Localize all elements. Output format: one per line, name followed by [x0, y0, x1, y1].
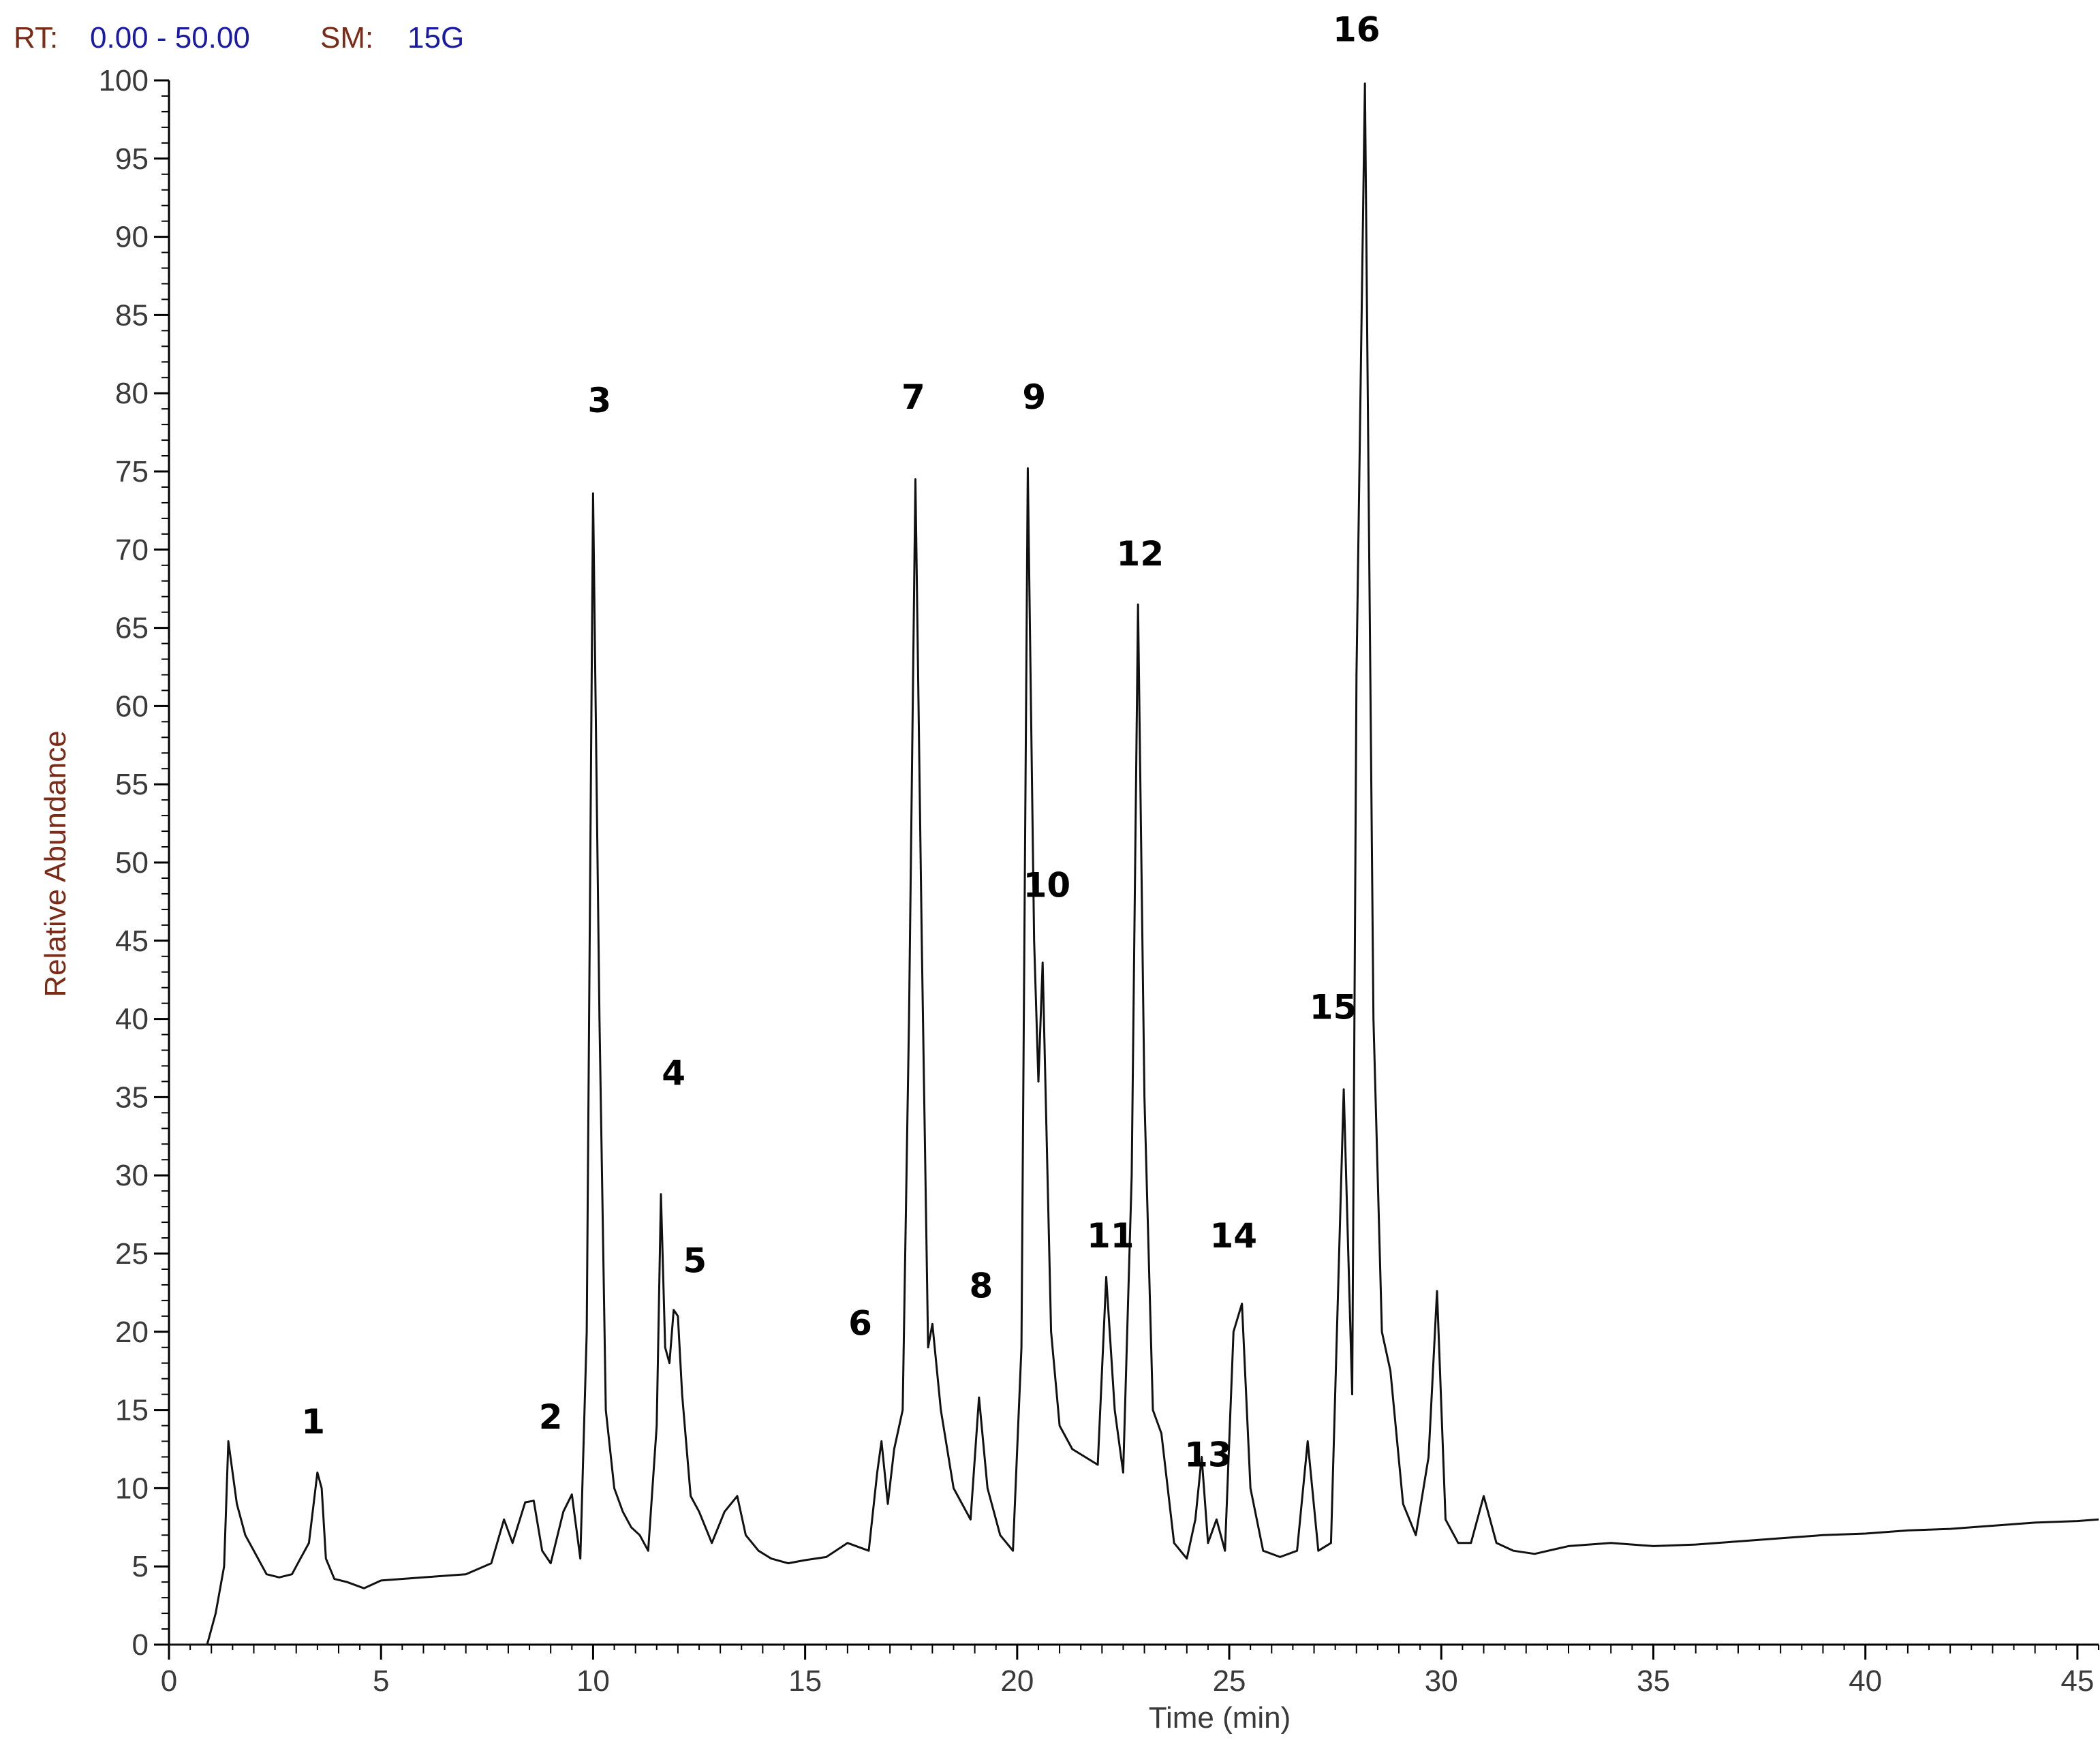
y-tick-label: 95 [115, 142, 149, 176]
peak-label: 13 [1184, 1435, 1232, 1474]
axes [168, 80, 2099, 1646]
y-tick-label: 40 [115, 1003, 149, 1036]
x-tick-label: 35 [1637, 1664, 1670, 1698]
y-tick-label: 65 [115, 612, 149, 645]
rt-label: RT: [14, 21, 58, 55]
peak-label: 15 [1310, 988, 1357, 1027]
x-tick-label: 10 [576, 1664, 610, 1698]
peak-label: 5 [683, 1241, 707, 1281]
x-tick-label: 40 [1849, 1664, 1882, 1698]
x-axis-ticks: 0 5 10 15 20 25 30 35 40 45 [161, 1645, 2099, 1698]
x-tick-label: 30 [1425, 1664, 1458, 1698]
y-tick-label: 75 [115, 455, 149, 488]
peak-label: 2 [539, 1397, 563, 1437]
peak-label: 3 [587, 381, 611, 420]
y-axis-ticks: 0 5 10 15 20 25 30 35 40 45 50 55 60 65 70 75 80 85 90 95 10… [99, 64, 169, 1662]
x-tick-label: 5 [373, 1664, 389, 1698]
x-tick-label: 15 [788, 1664, 822, 1698]
peak-label: 1 [301, 1402, 325, 1442]
x-tick-label: 0 [161, 1664, 177, 1698]
peak-label: 8 [970, 1266, 993, 1305]
x-tick-label: 20 [1000, 1664, 1034, 1698]
peak-label: 4 [662, 1053, 685, 1093]
y-tick-label: 20 [115, 1316, 149, 1349]
x-tick-label: 25 [1213, 1664, 1246, 1698]
y-tick-label: 80 [115, 377, 149, 410]
y-tick-label: 70 [115, 533, 149, 567]
peak-label: 6 [848, 1303, 872, 1343]
series-line-chromatogram [169, 82, 2099, 1646]
y-tick-label: 10 [115, 1472, 149, 1505]
y-tick-label: 55 [115, 768, 149, 801]
y-tick-label: 60 [115, 689, 149, 723]
y-tick-label: 35 [115, 1081, 149, 1114]
y-tick-label: 100 [99, 64, 149, 97]
peak-label: 10 [1023, 866, 1071, 905]
run-header: RT: 0.00 - 50.00 SM: 15G [14, 21, 464, 55]
y-axis-title: Relative Abundance [39, 730, 72, 997]
y-tick-label: 85 [115, 298, 149, 332]
y-tick-label: 25 [115, 1237, 149, 1271]
peak-label: 16 [1333, 10, 1380, 50]
peak-label: 11 [1087, 1216, 1134, 1256]
y-tick-label: 5 [132, 1550, 149, 1583]
x-tick-label: 45 [2060, 1664, 2094, 1698]
sm-label: SM: [320, 21, 373, 55]
peak-label: 9 [1022, 377, 1046, 417]
sm-value: 15G [407, 21, 464, 55]
peak-label: 7 [901, 377, 925, 417]
rt-range: 0.00 - 50.00 [90, 21, 250, 55]
y-tick-label: 45 [115, 925, 149, 958]
y-tick-label: 90 [115, 221, 149, 254]
peak-label: 12 [1117, 534, 1164, 574]
y-tick-label: 15 [115, 1394, 149, 1427]
x-axis-title: Time (min) [1149, 1701, 1291, 1735]
y-tick-label: 30 [115, 1159, 149, 1192]
y-tick-label: 0 [132, 1628, 149, 1662]
peak-label: 14 [1209, 1216, 1257, 1256]
y-tick-label: 50 [115, 846, 149, 880]
